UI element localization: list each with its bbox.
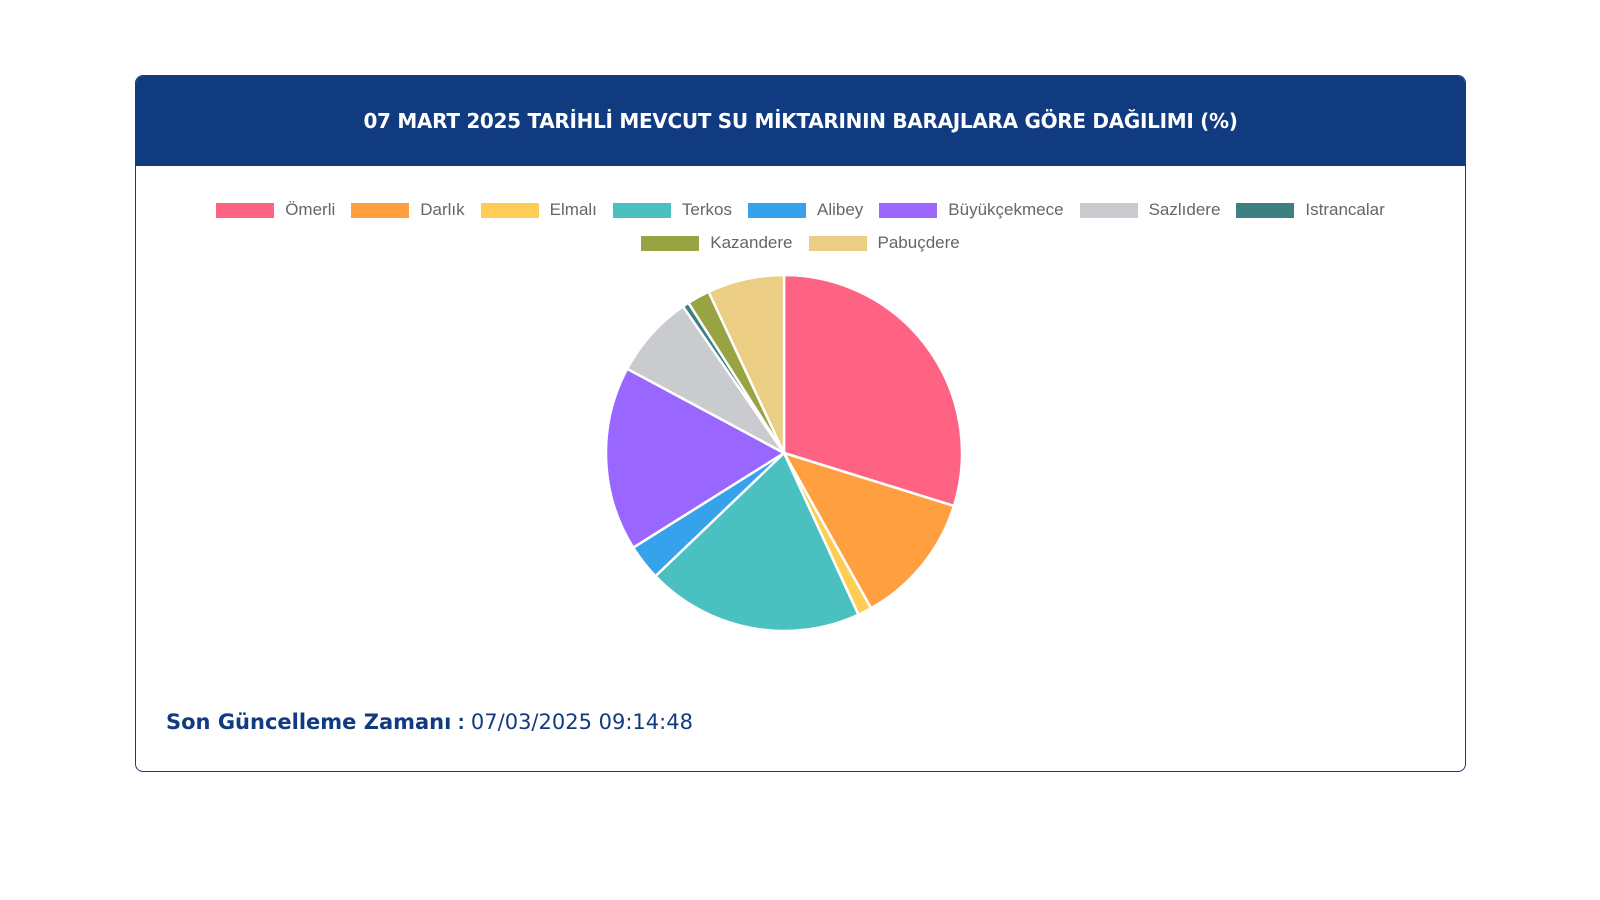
legend-label: Pabuçdere [877,233,960,252]
pie-slice-4[interactable] [654,451,860,633]
legend-item[interactable]: Elmalı [480,198,597,222]
legend-item[interactable]: Kazandere [641,231,793,255]
legend-swatch [1079,202,1138,218]
legend-item[interactable]: Büyükçekmece [879,198,1064,222]
legend-label: Alibey [816,200,864,219]
legend-label: Sazlıdere [1148,200,1221,219]
legend-swatch [351,202,410,218]
last-update: Son Güncelleme Zamanı : 07/03/2025 09:14… [166,709,693,735]
pie-chart [604,273,964,633]
legend-item[interactable]: Pabuçdere [808,231,960,255]
card-header: 07 MART 2025 TARİHLİ MEVCUT SU MİKTARINI… [136,76,1465,166]
pie-slice-1[interactable] [782,273,964,508]
legend-item[interactable]: Alibey [747,198,864,222]
legend-swatch [1236,202,1295,218]
legend-swatch [612,202,671,218]
legend-label: Darlık [420,200,465,219]
legend-swatch [216,202,275,218]
legend-swatch [641,235,700,251]
legend-label: Ömerli [285,200,336,219]
pie-slice-2[interactable] [782,451,956,610]
legend-item[interactable]: Sazlıdere [1079,198,1221,222]
legend-swatch [747,202,806,218]
legend-item[interactable]: Ömerli [216,198,335,222]
last-update-separator: : [457,709,465,734]
legend-label: Istrancalar [1305,200,1385,219]
chart-card: 07 MART 2025 TARİHLİ MEVCUT SU MİKTARINI… [135,75,1466,772]
chart-title: 07 MART 2025 TARİHLİ MEVCUT SU MİKTARINI… [363,109,1238,133]
last-update-label: Son Güncelleme Zamanı [166,710,452,734]
legend-label: Terkos [681,200,732,219]
pie-slice-6[interactable] [604,367,786,549]
legend-label: Büyükçekmece [948,200,1064,219]
legend-swatch [808,235,867,251]
pie-slice-10[interactable] [707,273,786,455]
legend-item[interactable]: Terkos [612,198,732,222]
legend-item[interactable]: Darlık [351,198,465,222]
last-update-value: 07/03/2025 09:14:48 [470,710,693,734]
legend-label: Elmalı [549,200,597,219]
legend-label: Kazandere [710,233,793,252]
legend-swatch [879,202,938,218]
legend-item[interactable]: Istrancalar [1236,198,1385,222]
chart-legend: Ömerli Darlık Elmalı Terkos Alibey Büyükçekme… [136,198,1465,255]
legend-swatch [480,202,539,218]
